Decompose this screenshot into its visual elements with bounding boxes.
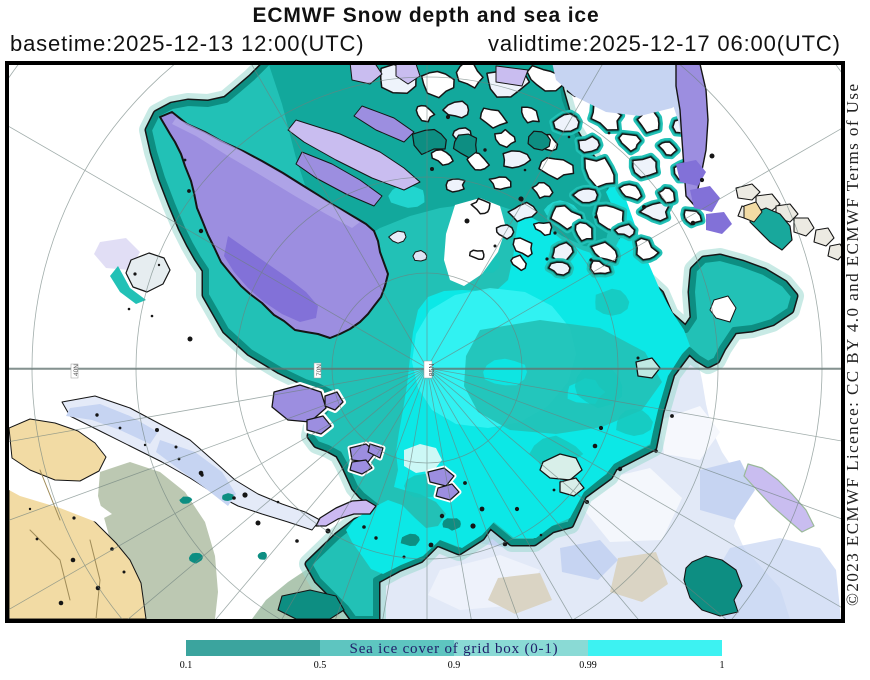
svg-text:0.9: 0.9 — [448, 660, 461, 671]
svg-text:40N: 40N — [73, 364, 80, 376]
svg-text:0.99: 0.99 — [579, 660, 597, 671]
svg-text:Sea ice cover of grid box (0-1: Sea ice cover of grid box (0-1) — [350, 641, 559, 657]
svg-text:©2023 ECMWF Licence: CC BY 4.0: ©2023 ECMWF Licence: CC BY 4.0 and ECMWF… — [843, 83, 862, 606]
svg-text:1: 1 — [720, 660, 725, 671]
svg-text:0.1: 0.1 — [180, 660, 193, 671]
svg-text:0.5: 0.5 — [314, 660, 327, 671]
svg-text:70N: 70N — [316, 364, 323, 376]
svg-text:85N: 85N — [429, 364, 436, 377]
